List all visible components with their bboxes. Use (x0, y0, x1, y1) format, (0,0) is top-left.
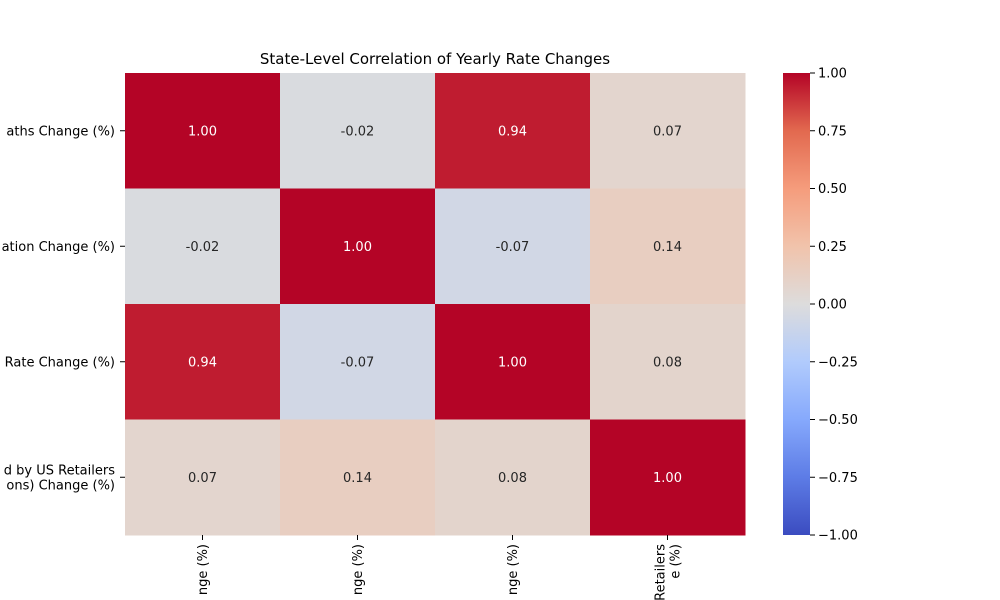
row-axis: aths Change (%) ation Change (%) Rate Chan… (2, 124, 125, 493)
column-label: nge (%) (506, 544, 521, 595)
colorbar-tick-label: 1.00 (818, 67, 847, 82)
heatmap-cell (590, 419, 746, 536)
cell-value-label: 1.00 (653, 471, 682, 486)
row-label: Rate Change (%) (5, 355, 115, 370)
column-label: e (%) (669, 544, 684, 579)
cell-value-label: 0.14 (653, 240, 682, 255)
cell-value-label: 0.08 (653, 355, 682, 370)
heatmap-cell (590, 188, 746, 305)
column-label: Retailers (654, 544, 669, 600)
column-label: nge (%) (351, 544, 366, 595)
heatmap-cell (280, 188, 436, 305)
heatmap-cell (280, 73, 436, 189)
heatmap-cell (125, 73, 281, 189)
cell-value-label: 0.94 (188, 355, 217, 370)
colorbar: 1.00 0.75 0.50 0.25 0.00 −0.25 −0.50 −0.75 −1.00 (783, 67, 858, 544)
colorbar-gradient (783, 73, 810, 535)
heatmap-cell (590, 73, 746, 189)
colorbar-tick-label: −0.75 (818, 471, 858, 486)
heatmap-cell (435, 73, 591, 189)
heatmap-cell (280, 304, 436, 420)
heatmap-cell (435, 304, 591, 420)
colorbar-ticks: 1.00 0.75 0.50 0.25 0.00 −0.25 −0.50 −0.75 −1.00 (810, 67, 858, 544)
heatmap-cell (125, 304, 281, 420)
cell-value-label: 0.07 (188, 471, 217, 486)
chart-title: State-Level Correlation of Yearly Rate C… (260, 50, 610, 68)
cell-value-label: 0.08 (498, 471, 527, 486)
cell-value-label: -0.02 (341, 124, 375, 139)
heatmap-cell (435, 419, 591, 536)
cell-value-label: 0.07 (653, 124, 682, 139)
heatmap-cell (125, 419, 281, 536)
heatmap-cell (590, 304, 746, 420)
row-label: aths Change (%) (6, 124, 115, 139)
colorbar-tick-label: 0.00 (818, 298, 847, 313)
column-label: nge (%) (196, 544, 211, 595)
colorbar-tick-label: 0.50 (818, 182, 847, 197)
colorbar-tick-label: −0.25 (818, 355, 858, 370)
column-axis: nge (%) nge (%) nge (%) Retailers e (%) (196, 535, 684, 600)
cell-value-label: 0.94 (498, 124, 527, 139)
colorbar-tick-label: −0.50 (818, 413, 858, 428)
heatmap-cell (280, 419, 436, 536)
cell-value-label: 0.14 (343, 471, 372, 486)
colorbar-tick-label: 0.75 (818, 124, 847, 139)
row-label: ation Change (%) (2, 240, 115, 255)
heatmap-cell (435, 188, 591, 305)
cell-value-label: -0.07 (496, 240, 530, 255)
cell-value-label: -0.07 (341, 355, 375, 370)
heatmap-cells: 1.00 -0.02 0.94 0.07 -0.02 1.00 -0.07 0.14 0.94 -… (125, 73, 746, 536)
cell-value-label: 1.00 (188, 124, 217, 139)
colorbar-tick-label: 0.25 (818, 240, 847, 255)
cell-value-label: 1.00 (498, 355, 527, 370)
row-label: d by US Retailers (4, 463, 115, 478)
row-label: ons) Change (%) (6, 478, 115, 493)
colorbar-tick-label: −1.00 (818, 529, 858, 544)
cell-value-label: -0.02 (186, 240, 220, 255)
cell-value-label: 1.00 (343, 240, 372, 255)
heatmap-cell (125, 188, 281, 305)
